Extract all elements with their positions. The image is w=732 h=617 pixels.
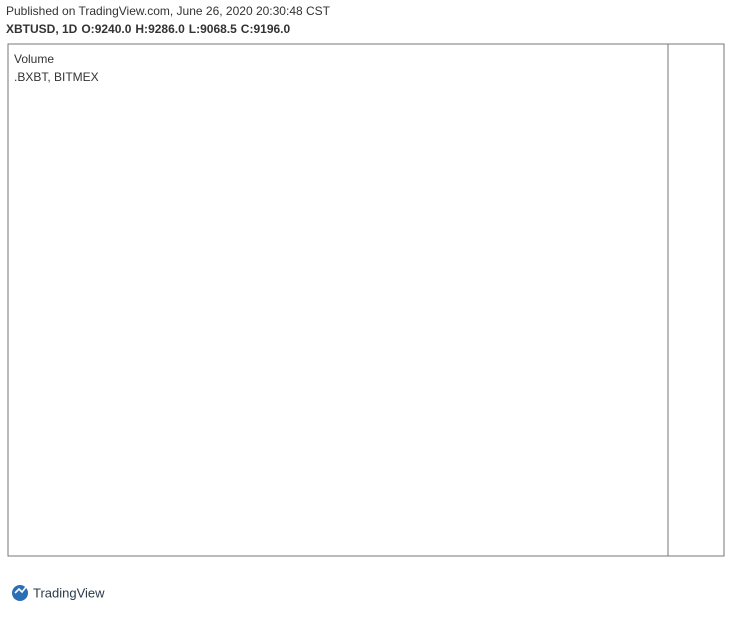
ohlc-value: 9240.0 xyxy=(95,22,132,36)
frame xyxy=(7,43,725,557)
ohlc-key: L: xyxy=(189,22,200,36)
ohlc-key: H: xyxy=(135,22,148,36)
symbol-line: XBTUSD, 1D O:9240.0 H:9286.0 L:9068.5 C:9196… xyxy=(6,22,290,36)
brand: TradingView xyxy=(33,585,105,600)
published: Published on TradingView.com, June 26, 2… xyxy=(6,4,331,18)
source: .BXBT, BITMEX xyxy=(14,70,99,84)
ohlc-key: O: xyxy=(81,22,94,36)
ohlc-value: 9286.0 xyxy=(148,22,185,36)
study: Volume xyxy=(14,52,54,66)
ohlc-value: 9068.5 xyxy=(200,22,237,36)
ohlc-key: C: xyxy=(241,22,254,36)
symbol: XBTUSD, 1D xyxy=(6,22,78,36)
logo xyxy=(12,585,28,601)
ohlc-value: 9196.0 xyxy=(253,22,290,36)
